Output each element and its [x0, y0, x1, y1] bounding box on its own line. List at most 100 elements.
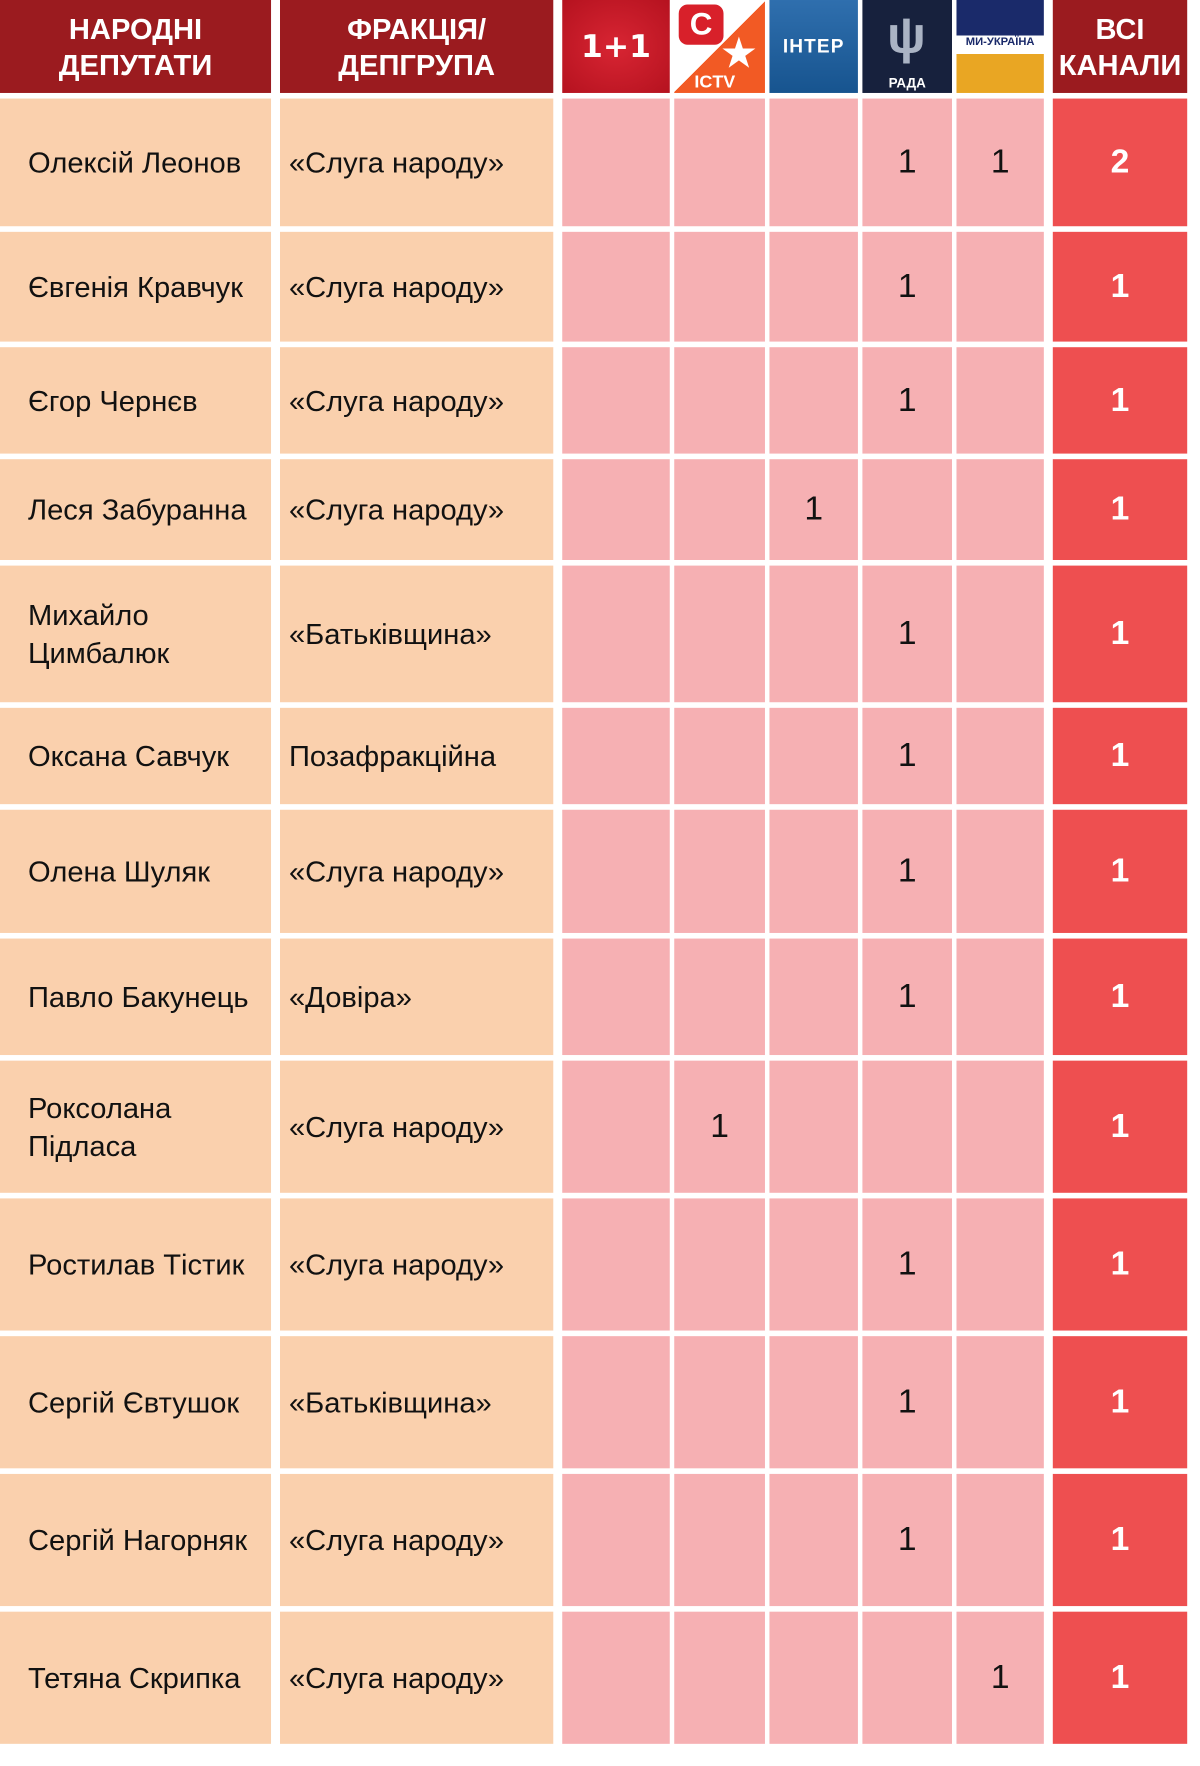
table-row: Михайло Цимбалюк «Батьківщина» 1 1: [0, 565, 1188, 703]
channel-name: МИ-УКРАЇНА: [965, 35, 1035, 49]
channel-count: [769, 1198, 858, 1331]
deputy-faction: «Слуга народу»: [280, 347, 554, 454]
deputy-faction: «Слуга народу»: [280, 231, 554, 342]
channel-count: [562, 231, 670, 342]
channel-count: [956, 565, 1044, 703]
table-row: Роксолана Підласа «Слуга народу» 1 1: [0, 1060, 1188, 1193]
channel-count: 1: [862, 1198, 952, 1331]
channel-count: [674, 938, 765, 1056]
channel-count: [562, 707, 670, 805]
table-row: Єгор Чернєв «Слуга народу» 1 1: [0, 347, 1188, 454]
channel-count: 1: [862, 98, 952, 227]
stb-logo-icon: C: [678, 4, 724, 45]
deputy-faction: «Батьківщина»: [280, 1336, 554, 1469]
channel-count: [769, 1611, 858, 1744]
deputy-faction: «Слуга народу»: [280, 459, 554, 560]
table-row: Оксана Савчук Позафракційна 1 1: [0, 707, 1188, 805]
channel-count: [562, 1198, 670, 1331]
header-faction: ФРАКЦІЯ/ ДЕПГРУПА: [280, 0, 554, 93]
channel-count: [674, 1198, 765, 1331]
channel-count: [956, 809, 1044, 933]
total-count: 1: [1052, 565, 1188, 703]
total-count: 1: [1052, 231, 1188, 342]
channel-count: [674, 459, 765, 560]
deputy-faction: «Слуга народу»: [280, 98, 554, 227]
channel-count: [674, 809, 765, 933]
channel-count: [956, 347, 1044, 454]
channel-count: [956, 1473, 1044, 1607]
total-count: 1: [1052, 1336, 1188, 1469]
total-count: 1: [1052, 1611, 1188, 1744]
channel-count: [769, 565, 858, 703]
channel-count: 1: [674, 1060, 765, 1193]
header-row: НАРОДНІ ДЕПУТАТИ ФРАКЦІЯ/ ДЕПГРУПА 1+1 C…: [0, 0, 1188, 93]
channel-count: 1: [862, 231, 952, 342]
total-count: 1: [1052, 809, 1188, 933]
total-count: 1: [1052, 1473, 1188, 1607]
channel-count: 1: [862, 1473, 952, 1607]
channel-count: [769, 707, 858, 805]
channel-count: [769, 231, 858, 342]
channel-count: [862, 1060, 952, 1193]
channel-count: [562, 938, 670, 1056]
header-total: ВСІ КАНАЛИ: [1052, 0, 1188, 93]
channel-count: [769, 1060, 858, 1193]
inter-logo: ІНТЕР: [769, 0, 858, 93]
total-count: 2: [1052, 98, 1188, 227]
channel-count: [956, 459, 1044, 560]
channel-count: [674, 1473, 765, 1607]
total-count: 1: [1052, 459, 1188, 560]
deputy-name: Тетяна Скрипка: [0, 1611, 272, 1744]
deputy-name: Сергій Нагорняк: [0, 1473, 272, 1607]
channel-count: 1: [862, 809, 952, 933]
table-row: Ростилав Тістик «Слуга народу» 1 1: [0, 1198, 1188, 1331]
channel-count: [674, 565, 765, 703]
deputy-name: Олексій Леонов: [0, 98, 272, 227]
rada-logo: ψ РАДА: [862, 0, 952, 93]
channel-count: [674, 231, 765, 342]
channel-count: [562, 809, 670, 933]
channel-count: 1: [862, 707, 952, 805]
channel-count: [769, 938, 858, 1056]
channel-count: [562, 459, 670, 560]
deputy-name: Роксолана Підласа: [0, 1060, 272, 1193]
deputy-name: Ростилав Тістик: [0, 1198, 272, 1331]
deputy-name: Сергій Євтушок: [0, 1336, 272, 1469]
deputy-faction: «Слуга народу»: [280, 1060, 554, 1193]
deputy-name: Євгенія Кравчук: [0, 231, 272, 342]
table-row: Сергій Нагорняк «Слуга народу» 1 1: [0, 1473, 1188, 1607]
channel-count: [674, 1336, 765, 1469]
total-count: 1: [1052, 938, 1188, 1056]
deputy-faction: «Слуга народу»: [280, 1611, 554, 1744]
trident-icon: ψ: [887, 5, 926, 64]
deputy-name: Олена Шуляк: [0, 809, 272, 933]
deputy-name: Єгор Чернєв: [0, 347, 272, 454]
total-count: 1: [1052, 347, 1188, 454]
channel-count: 1: [862, 565, 952, 703]
channel-count: [562, 1611, 670, 1744]
deputy-name: Оксана Савчук: [0, 707, 272, 805]
channel-name: 1+1: [581, 28, 651, 65]
channel-count: [769, 98, 858, 227]
channel-count: [674, 707, 765, 805]
channel-count: [674, 1611, 765, 1744]
channel-count: [769, 809, 858, 933]
channel-count: [956, 938, 1044, 1056]
channel-count: [769, 1336, 858, 1469]
channel-count: 1: [769, 459, 858, 560]
deputy-faction: «Слуга народу»: [280, 1473, 554, 1607]
channel-name: ІНТЕР: [782, 35, 845, 57]
deputy-faction: «Слуга народу»: [280, 1198, 554, 1331]
channel-count: [674, 347, 765, 454]
deputy-name: Павло Бакунець: [0, 938, 272, 1056]
total-count: 1: [1052, 1060, 1188, 1193]
channel-count: [674, 98, 765, 227]
channel-count: [956, 1336, 1044, 1469]
channel-count: 1: [862, 938, 952, 1056]
channel-count: [862, 1611, 952, 1744]
total-count: 1: [1052, 1198, 1188, 1331]
deputy-faction: «Батьківщина»: [280, 565, 554, 703]
table-row: Павло Бакунець «Довіра» 1 1: [0, 938, 1188, 1056]
channel-count: [956, 707, 1044, 805]
